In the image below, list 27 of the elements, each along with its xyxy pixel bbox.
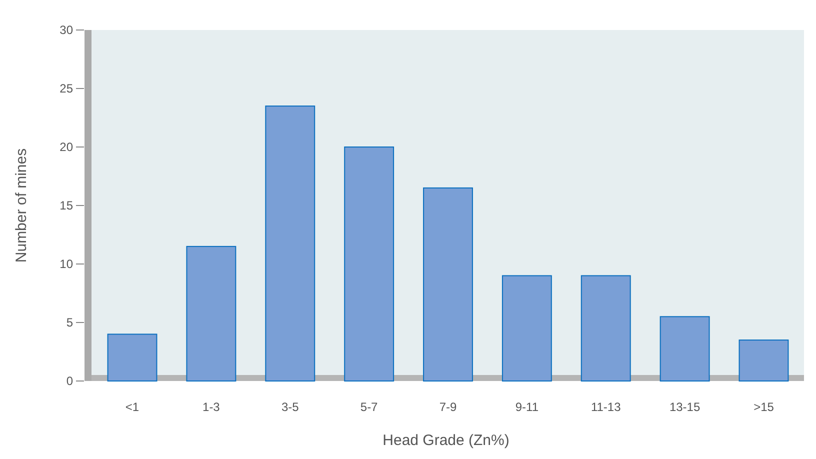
x-tick-label: 9-11 <box>515 400 539 414</box>
y-tick-label: 10 <box>60 257 74 272</box>
y-tick-label: 20 <box>60 140 74 154</box>
bar <box>502 275 552 382</box>
y-tick-label: 30 <box>60 23 74 38</box>
x-axis-title: Head Grade (Zn%) <box>382 432 510 449</box>
bar <box>738 340 789 382</box>
x-tick-label: 5-7 <box>360 400 378 414</box>
bar <box>186 246 236 382</box>
y-tick-label: 15 <box>60 198 74 213</box>
y-tick-label: 0 <box>66 374 74 388</box>
bar <box>344 146 394 382</box>
y-tick-label: 5 <box>66 316 74 330</box>
bar <box>423 187 473 382</box>
x-tick-label: >15 <box>754 400 774 414</box>
bar <box>580 275 631 382</box>
x-tick-label: 7-9 <box>439 400 457 414</box>
y-tick-label: 25 <box>60 82 74 96</box>
x-tick-label: 1-3 <box>202 400 220 414</box>
x-tick-label: 3-5 <box>281 400 300 414</box>
bar <box>265 106 316 382</box>
x-tick-label: 11-13 <box>590 400 622 414</box>
y-axis-title: Number of mines <box>13 148 30 263</box>
bar <box>107 334 158 382</box>
bar <box>660 316 710 382</box>
x-tick-label: <1 <box>125 400 140 414</box>
x-tick-label: 13-15 <box>669 400 700 414</box>
